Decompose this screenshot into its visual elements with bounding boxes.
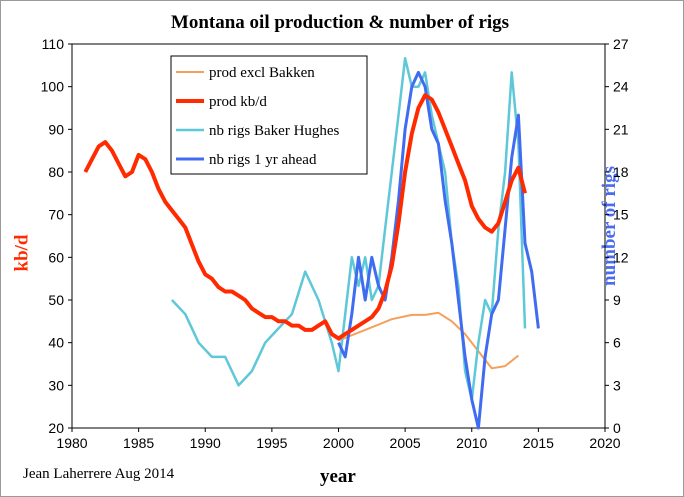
left-tick-label: 70 <box>48 207 64 223</box>
left-tick-label: 100 <box>41 79 65 95</box>
chart-title: Montana oil production & number of rigs <box>170 12 510 33</box>
x-tick-label: 2020 <box>589 435 620 451</box>
x-tick-label: 1990 <box>190 435 221 451</box>
series-line-nb-rigs-baker-hughes <box>170 56 527 401</box>
author-credit: Jean Laherrere Aug 2014 <box>23 466 175 482</box>
left-tick-label: 80 <box>48 164 64 180</box>
right-tick-label: 27 <box>613 36 629 52</box>
right-tick-label: 0 <box>613 420 621 436</box>
series-line-nb-rigs-1-yr-ahead <box>337 70 540 430</box>
series-line-prod-kb-d <box>83 93 527 341</box>
legend-label-nb-rigs-1-yr-ahead: nb rigs 1 yr ahead <box>209 152 317 168</box>
x-axis-label: year <box>320 466 356 487</box>
legend-label-prod-kb-d: prod kb/d <box>209 94 267 110</box>
x-tick-label: 1985 <box>123 435 154 451</box>
legend-label-prod-excl-bakken: prod excl Bakken <box>209 65 315 81</box>
x-tick-label: 1980 <box>56 435 87 451</box>
series-line-prod-excl-bakken <box>338 311 520 370</box>
left-tick-label: 110 <box>42 36 65 52</box>
right-tick-label: 15 <box>613 207 629 223</box>
left-tick-label: 60 <box>48 249 64 265</box>
x-tick-label: 2015 <box>523 435 554 451</box>
left-tick-label: 30 <box>48 377 64 393</box>
left-tick-label: 20 <box>48 420 64 436</box>
x-tick-label: 2005 <box>390 435 421 451</box>
x-tick-label: 1995 <box>256 435 287 451</box>
right-tick-label: 18 <box>613 164 629 180</box>
right-tick-label: 6 <box>613 335 621 351</box>
right-tick-label: 3 <box>613 377 621 393</box>
left-tick-label: 40 <box>48 335 64 351</box>
right-tick-label: 24 <box>613 79 629 95</box>
right-tick-label: 21 <box>613 121 629 137</box>
legend-box <box>170 55 368 175</box>
left-tick-label: 90 <box>48 121 64 137</box>
right-tick-label: 9 <box>613 292 621 308</box>
right-tick-label: 12 <box>613 249 629 265</box>
left-tick-label: 50 <box>48 292 64 308</box>
legend-label-nb-rigs-baker-hughes: nb rigs Baker Hughes <box>209 123 340 139</box>
x-tick-label: 2010 <box>456 435 487 451</box>
x-tick-label: 2000 <box>323 435 354 451</box>
